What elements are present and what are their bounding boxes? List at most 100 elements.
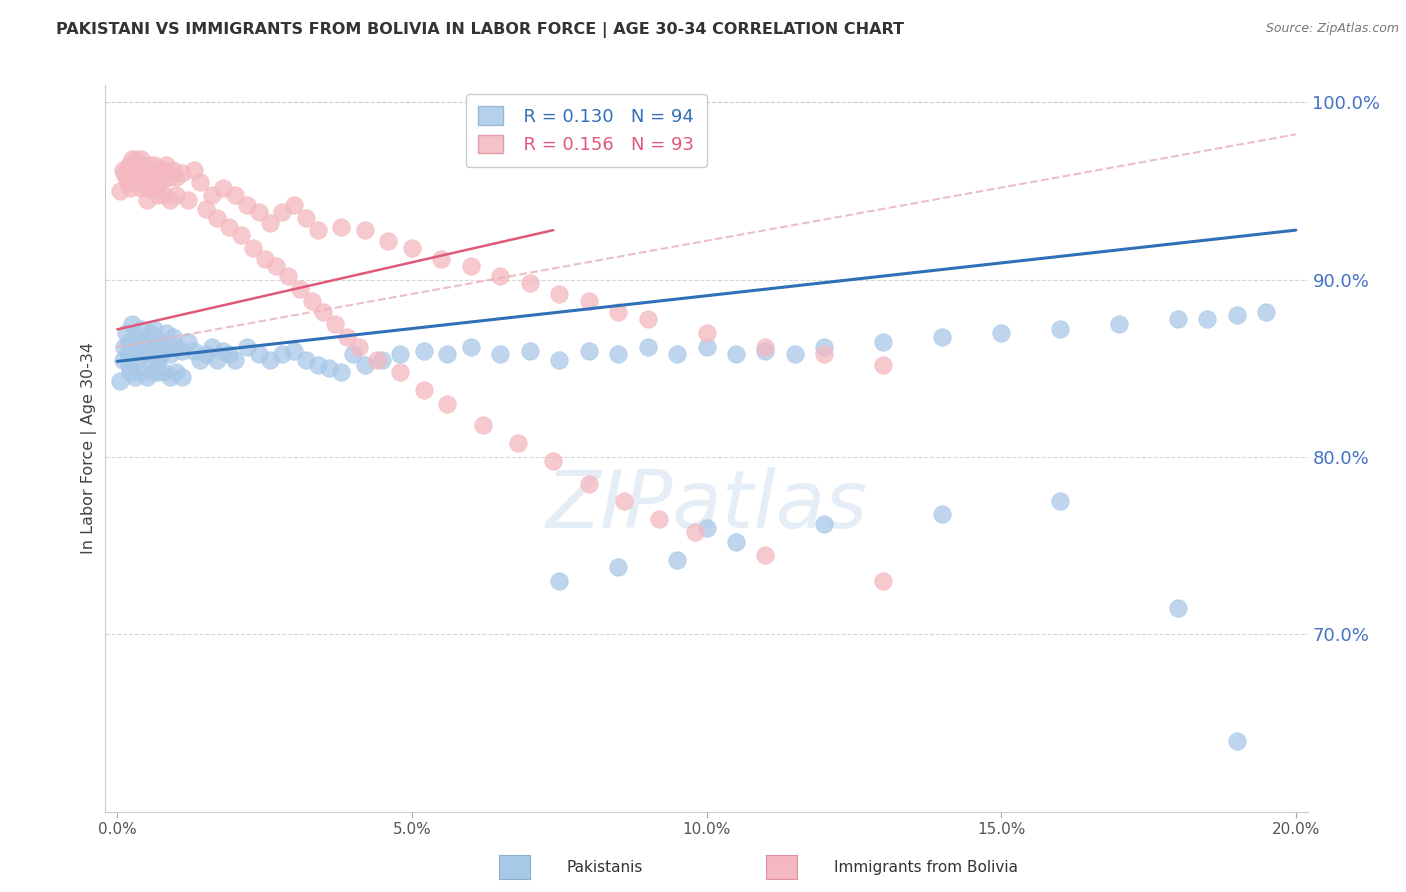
Point	[371, 352, 394, 367]
Point	[207, 211, 229, 225]
Text: ZIPatlas: ZIPatlas	[546, 467, 868, 545]
Point	[165, 187, 187, 202]
Point	[200, 340, 222, 354]
Point	[183, 343, 205, 358]
Point	[519, 343, 541, 358]
Point	[177, 334, 200, 349]
Point	[145, 340, 167, 354]
Point	[548, 287, 571, 301]
Point	[813, 340, 835, 354]
Point	[695, 521, 717, 535]
Point	[242, 241, 264, 255]
Point	[112, 340, 135, 354]
Point	[121, 152, 143, 166]
Point	[548, 574, 571, 589]
Point	[165, 340, 187, 354]
Point	[318, 361, 340, 376]
Point	[323, 317, 346, 331]
Point	[129, 322, 152, 336]
Point	[170, 370, 193, 384]
Point	[754, 340, 776, 354]
Point	[389, 347, 412, 361]
Point	[548, 352, 571, 367]
Point	[149, 334, 172, 349]
Point	[266, 259, 288, 273]
Point	[162, 329, 184, 343]
Point	[489, 269, 512, 284]
Point	[813, 517, 835, 532]
Point	[1167, 311, 1189, 326]
Point	[683, 524, 706, 539]
Point	[170, 343, 193, 358]
Point	[389, 365, 412, 379]
Point	[155, 157, 177, 171]
Point	[148, 365, 170, 379]
Point	[301, 294, 323, 309]
Point	[118, 169, 141, 184]
Point	[212, 180, 235, 194]
Point	[135, 180, 157, 194]
Point	[224, 187, 246, 202]
Point	[194, 202, 217, 216]
Point	[124, 175, 146, 189]
Point	[207, 352, 229, 367]
Point	[112, 162, 135, 177]
Point	[159, 169, 181, 184]
Point	[125, 152, 148, 166]
Point	[170, 166, 193, 180]
Point	[142, 322, 165, 336]
Point	[129, 180, 152, 194]
Point	[142, 157, 165, 171]
Point	[436, 347, 458, 361]
Point	[145, 169, 167, 184]
Point	[218, 219, 240, 234]
Text: PAKISTANI VS IMMIGRANTS FROM BOLIVIA IN LABOR FORCE | AGE 30-34 CORRELATION CHAR: PAKISTANI VS IMMIGRANTS FROM BOLIVIA IN …	[56, 22, 904, 38]
Point	[153, 340, 176, 354]
Point	[112, 352, 135, 367]
Point	[307, 223, 329, 237]
Point	[695, 340, 717, 354]
Point	[229, 228, 252, 243]
Point	[1226, 308, 1249, 322]
Point	[430, 252, 453, 266]
Point	[115, 169, 138, 184]
Point	[724, 535, 747, 549]
Point	[277, 269, 299, 284]
Point	[436, 397, 458, 411]
Point	[153, 162, 176, 177]
Point	[695, 326, 717, 340]
Point	[131, 334, 153, 349]
Point	[353, 358, 375, 372]
Point	[783, 347, 806, 361]
Point	[1167, 600, 1189, 615]
Point	[194, 347, 217, 361]
Point	[153, 365, 176, 379]
Point	[118, 334, 141, 349]
Point	[118, 157, 141, 171]
Point	[283, 343, 305, 358]
Point	[607, 560, 630, 574]
Point	[121, 317, 143, 331]
Point	[637, 340, 659, 354]
Point	[135, 193, 157, 207]
Point	[142, 352, 165, 367]
Point	[115, 326, 138, 340]
Point	[931, 507, 953, 521]
Point	[159, 193, 181, 207]
Point	[118, 358, 141, 372]
Point	[142, 365, 165, 379]
Point	[330, 365, 353, 379]
Point	[872, 574, 894, 589]
Point	[1049, 322, 1071, 336]
Point	[165, 365, 187, 379]
Point	[112, 166, 135, 180]
Point	[1197, 311, 1219, 326]
Point	[148, 175, 170, 189]
Point	[259, 352, 281, 367]
Point	[117, 347, 139, 361]
Point	[347, 340, 370, 354]
Point	[132, 347, 155, 361]
Point	[931, 329, 953, 343]
Point	[247, 205, 270, 219]
Point	[1226, 733, 1249, 747]
